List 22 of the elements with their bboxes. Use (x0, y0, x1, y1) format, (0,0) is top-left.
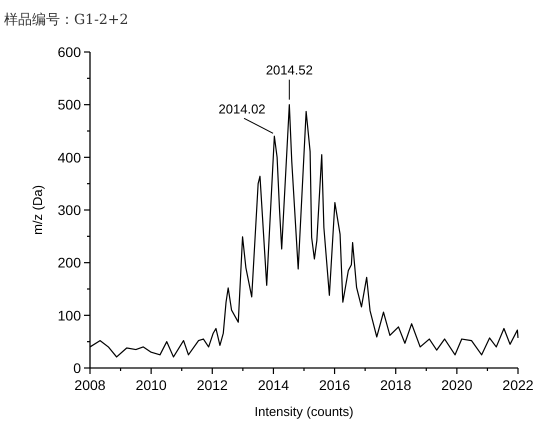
y-tick-label: 500 (58, 96, 82, 113)
x-tick-label: 2022 (502, 377, 534, 393)
x-tick-label: 2014 (258, 377, 290, 393)
title: 样品编号：G1-2+2 (4, 12, 128, 28)
annotation: 2014.02 (218, 101, 274, 134)
y-tick-label: 100 (58, 307, 82, 324)
x-tick-label: 2010 (136, 377, 167, 393)
annotation: 2014.52 (266, 62, 313, 78)
x-tick-label: 2012 (196, 377, 228, 393)
x-axis-title: Intensity (counts) (254, 404, 354, 419)
y-tick-label: 200 (58, 254, 82, 271)
y-axis-title: m/z (Da) (30, 185, 45, 235)
y-tick-label: 300 (58, 202, 82, 218)
x-tick-label: 2018 (380, 377, 412, 393)
y-tick-label: 0 (73, 360, 82, 376)
annotation: 2014.52 (266, 62, 313, 100)
y-tick-label: 600 (58, 44, 82, 60)
x-tick-label: 2008 (74, 377, 106, 393)
x-tick-label: 2020 (441, 377, 473, 393)
x-tick-label: 2016 (318, 377, 350, 393)
y-tick-label: 400 (58, 149, 82, 166)
annotation: 2014.02 (218, 101, 266, 116)
